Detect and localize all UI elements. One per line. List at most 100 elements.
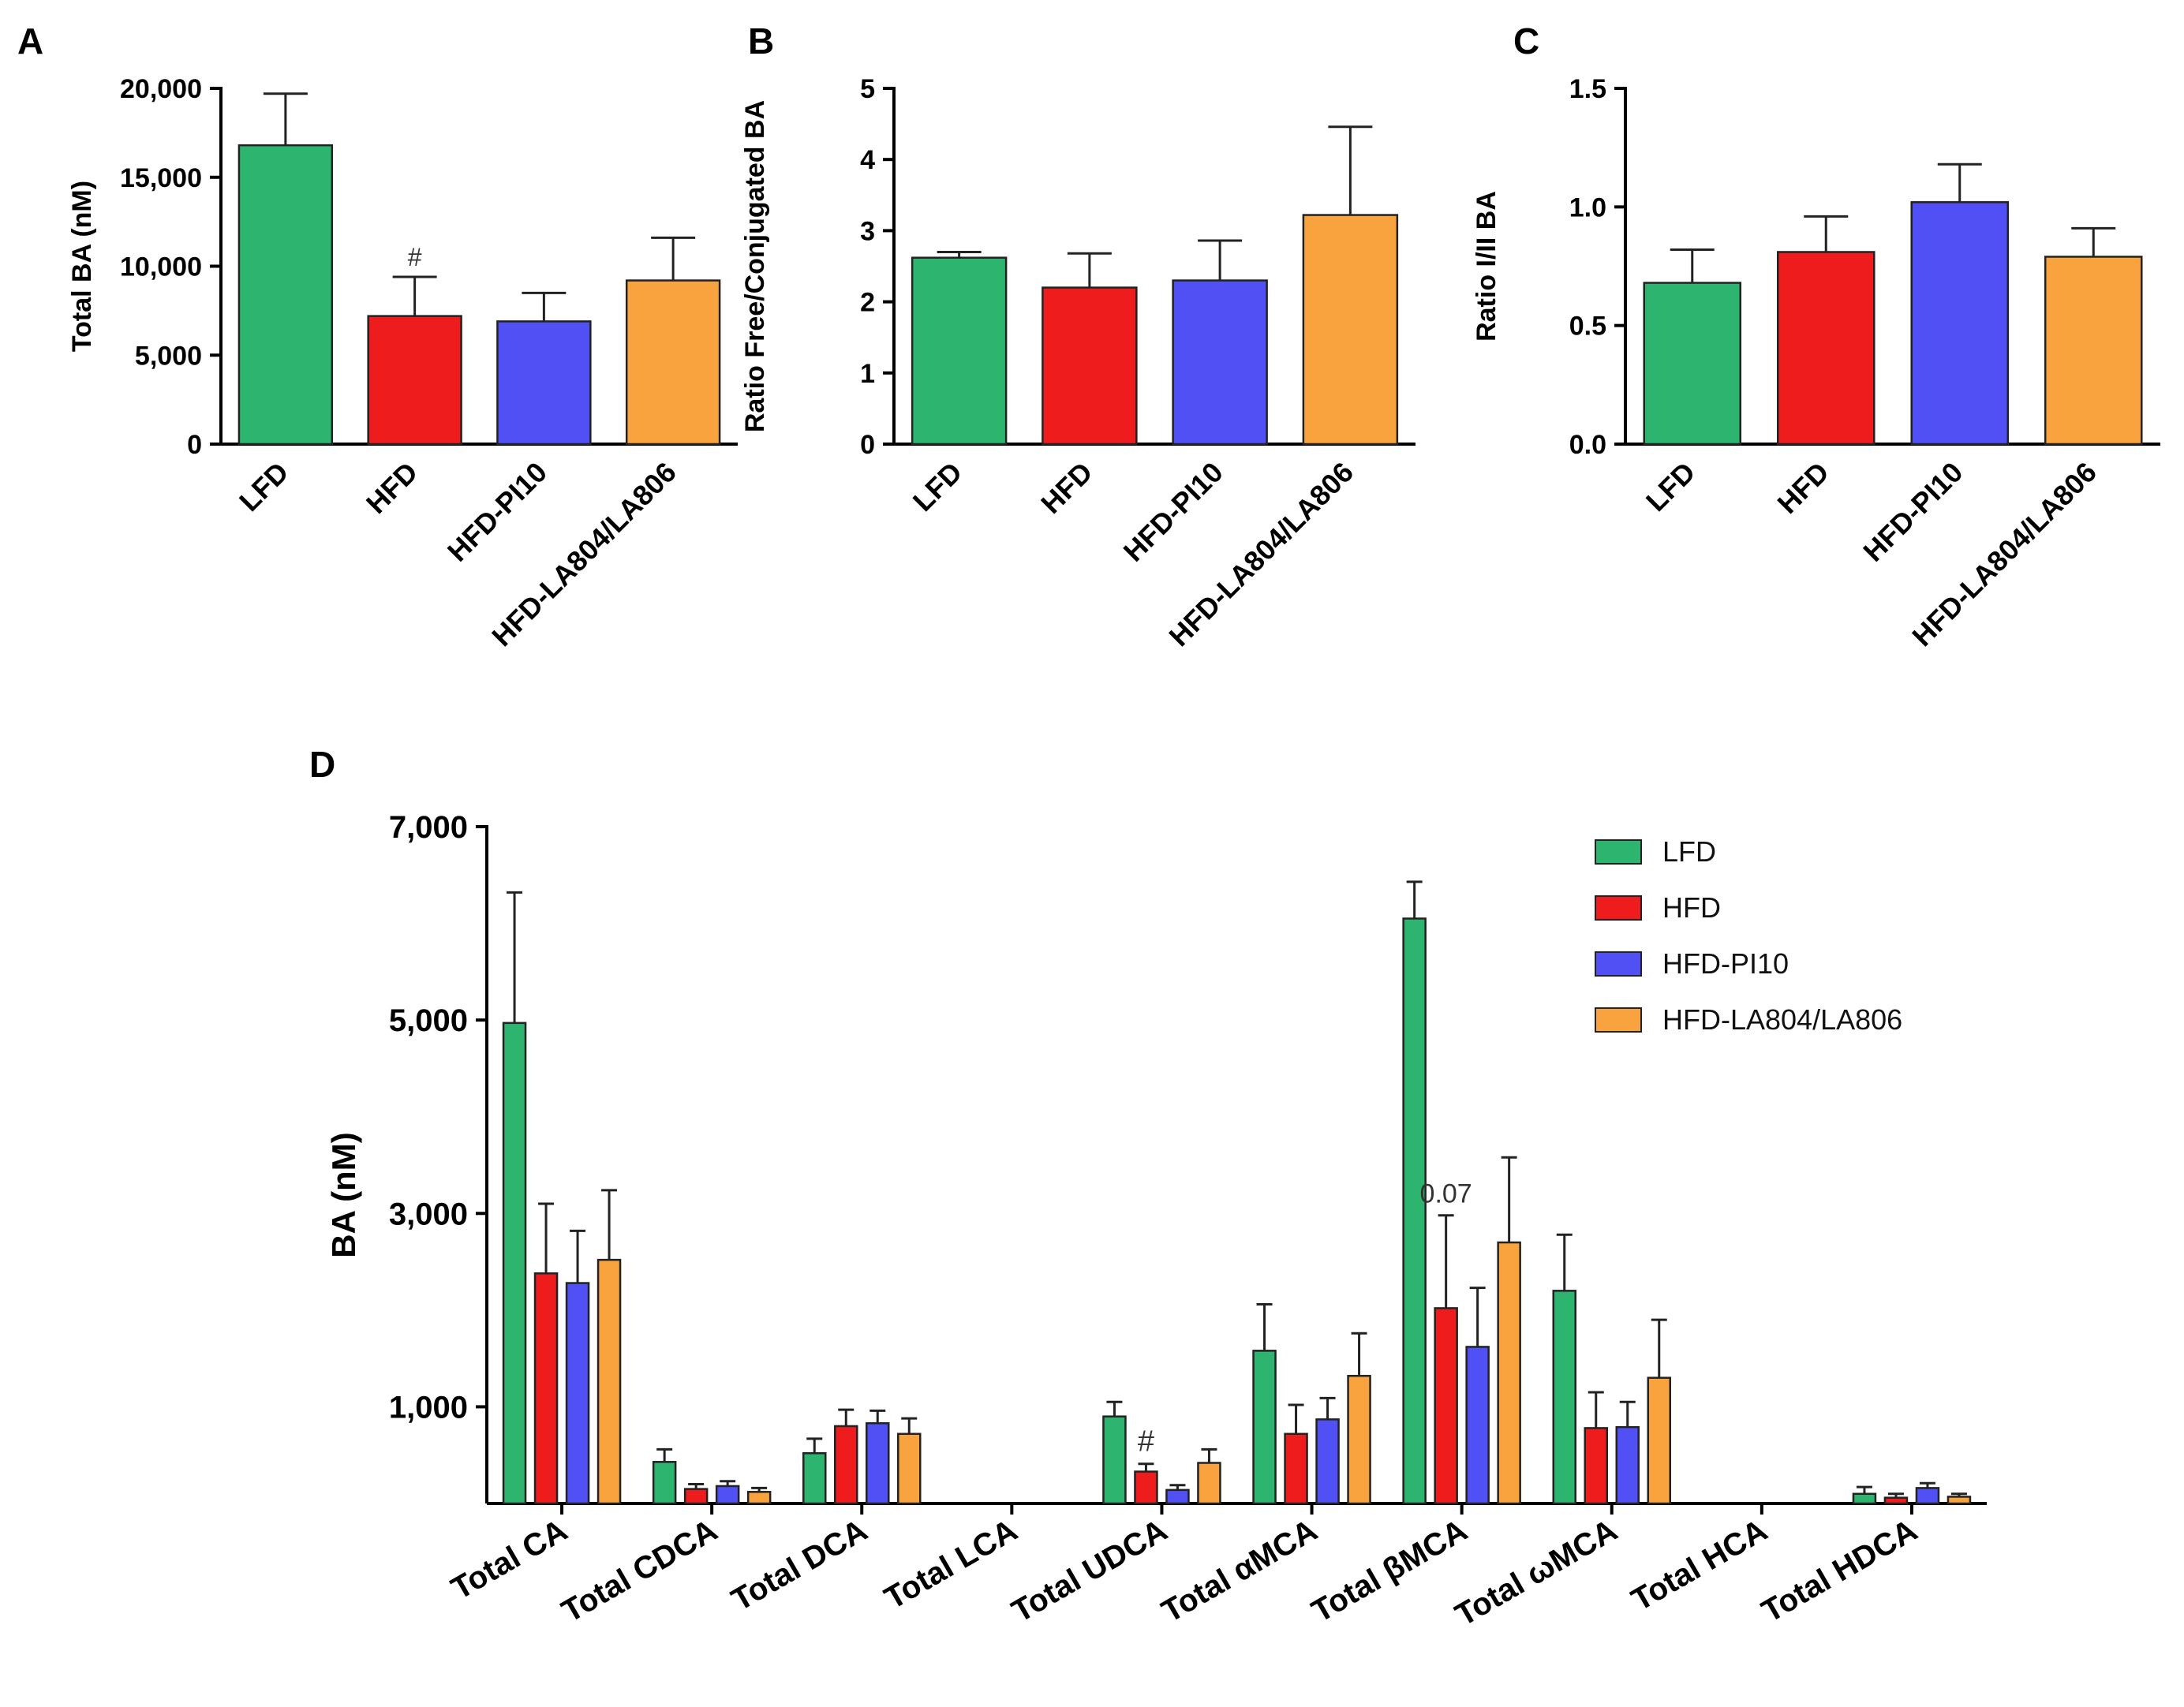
x-tick-label: Total DCA <box>726 1513 873 1618</box>
legend-swatch-hfd-la804-la806 <box>1595 1007 1642 1033</box>
legend: LFD HFD HFD-PI10 HFD-LA804/LA806 <box>1595 835 1902 1036</box>
y-tick-label: 15,000 <box>120 163 202 193</box>
legend-swatch-lfd <box>1595 839 1642 865</box>
bar-lfd <box>1643 282 1742 446</box>
y-axis-label: Ratio I/II BA <box>1472 191 1502 342</box>
bar-total-omegamca-lfd <box>1552 1290 1576 1505</box>
chart-panel-c: C Ratio I/II BA 0.0 0.5 1.0 1.5 LFD HFD HFD-PI10… <box>1472 21 2160 652</box>
panel-label: C <box>1513 21 1539 62</box>
bar-total-omegamca-hfd-pi10 <box>1615 1425 1640 1505</box>
bar-total-udca-lfd <box>1102 1415 1127 1505</box>
bar-total-hdca-hfd-la804-la806 <box>1947 1496 1972 1505</box>
bar-hfd-pi10 <box>496 320 592 446</box>
bar-total-cdca-hfd-la804-la806 <box>746 1491 772 1505</box>
x-tick-label: HFD-PI10 <box>441 456 553 568</box>
bar-total-hdca-hfd <box>1883 1496 1909 1505</box>
x-tick-label: Total HCA <box>1625 1513 1773 1618</box>
bar-total-udca-hfd-pi10 <box>1165 1488 1190 1505</box>
y-tick-label: 5,000 <box>389 1003 468 1038</box>
y-tick-label: 1 <box>860 359 875 389</box>
y-tick-label: 10,000 <box>120 252 202 282</box>
bar-total-dca-hfd-la804-la806 <box>897 1432 922 1505</box>
x-tick-label: Total ωMCA <box>1449 1513 1623 1633</box>
bar-total-cdca-lfd <box>652 1461 677 1505</box>
panel-label: A <box>17 21 43 62</box>
bar-lfd <box>237 144 334 446</box>
y-tick-label: 2 <box>860 288 875 318</box>
y-tick-label: 4 <box>860 145 875 175</box>
bar-total-ca-hfd-la804-la806 <box>596 1258 622 1505</box>
y-tick-label: 7,000 <box>389 810 468 845</box>
bar-total-udca-hfd-la804-la806 <box>1197 1462 1221 1505</box>
significance-annotation: # <box>408 243 422 271</box>
y-tick-label: 3 <box>860 216 875 246</box>
x-tick-label: Total UDCA <box>1006 1513 1173 1630</box>
bar-total-udca-hfd <box>1134 1470 1158 1505</box>
y-tick-label: 0.5 <box>1569 312 1606 342</box>
bar-total-ca-hfd-pi10 <box>565 1282 590 1505</box>
y-tick-label: 0.0 <box>1569 430 1606 460</box>
y-tick-label: 5,000 <box>135 341 202 371</box>
chart-panel-d: D BA (nM) 1,000 3,000 5,000 7,000 Total CA Tota… <box>309 744 1987 1633</box>
y-tick-label: 1.0 <box>1569 192 1606 222</box>
legend-label: HFD <box>1662 891 1721 924</box>
chart-panel-a: A Total BA (nM) 0 5,000 10,000 15,000 20,000 LF… <box>17 21 738 652</box>
bar-hfd <box>1042 286 1138 446</box>
legend-swatch-hfd <box>1595 895 1642 921</box>
bar-hfd-la804-la806 <box>1302 214 1399 446</box>
bar-total-alphamca-hfd-pi10 <box>1315 1418 1340 1505</box>
x-tick-label: LFD <box>1640 456 1701 517</box>
y-axis-label: Ratio Free/Conjugated BA <box>740 100 770 432</box>
x-tick-label: HFD <box>360 456 424 520</box>
significance-annotation: 0.07 <box>1420 1179 1472 1209</box>
bar-hfd <box>1776 251 1875 446</box>
bar-total-hdca-lfd <box>1852 1492 1877 1505</box>
x-tick-label: Total βMCA <box>1306 1513 1473 1630</box>
bar-total-betamca-hfd-pi10 <box>1465 1346 1490 1505</box>
legend-label: HFD-LA804/LA806 <box>1662 1003 1902 1036</box>
bar-hfd-la804-la806 <box>625 279 721 446</box>
bar-total-omegamca-hfd-la804-la806 <box>1647 1376 1671 1505</box>
x-tick-label: HFD <box>1771 456 1835 520</box>
x-tick-label: Total αMCA <box>1156 1513 1323 1630</box>
legend-swatch-hfd-pi10 <box>1595 951 1642 977</box>
bar-total-hdca-hfd-pi10 <box>1915 1487 1940 1505</box>
y-tick-label: 3,000 <box>389 1197 468 1231</box>
y-axis-label: Total BA (nM) <box>67 181 97 352</box>
bar-total-dca-hfd-pi10 <box>866 1422 890 1505</box>
x-tick-label: LFD <box>233 456 294 517</box>
x-tick-label: HFD <box>1034 456 1098 520</box>
y-tick-label: 20,000 <box>120 74 202 104</box>
x-tick-label: HFD-PI10 <box>1857 456 1969 568</box>
panel-label: B <box>748 21 774 62</box>
bar-hfd-pi10 <box>1910 201 2010 446</box>
x-tick-label: Total HDCA <box>1756 1513 1924 1630</box>
bar-total-ca-hfd <box>533 1272 559 1505</box>
bar-total-alphamca-hfd-la804-la806 <box>1347 1374 1371 1505</box>
y-tick-label: 0 <box>860 430 875 460</box>
legend-label: HFD-PI10 <box>1662 947 1789 980</box>
bar-total-betamca-hfd-la804-la806 <box>1497 1241 1521 1505</box>
bar-total-alphamca-lfd <box>1252 1350 1277 1505</box>
significance-annotation: # <box>1138 1425 1154 1459</box>
bar-total-cdca-hfd <box>683 1488 709 1505</box>
bar-total-ca-lfd <box>502 1022 527 1505</box>
bar-lfd <box>911 256 1008 446</box>
bar-total-betamca-lfd <box>1402 917 1427 1505</box>
x-tick-label: HFD-PI10 <box>1117 456 1229 568</box>
bar-hfd <box>367 315 462 446</box>
panel-label: D <box>309 744 335 785</box>
bar-hfd-pi10 <box>1172 279 1268 446</box>
x-tick-label: LFD <box>907 456 968 517</box>
x-tick-label: Total CA <box>446 1513 574 1607</box>
bar-total-cdca-hfd-pi10 <box>715 1485 740 1505</box>
y-axis-label: BA (nM) <box>325 1132 362 1257</box>
bar-total-alphamca-hfd <box>1284 1432 1308 1505</box>
y-tick-label: 0 <box>187 430 202 460</box>
bar-total-omegamca-hfd <box>1584 1427 1608 1505</box>
bar-total-dca-lfd <box>802 1452 827 1505</box>
y-tick-label: 1,000 <box>389 1390 468 1425</box>
bar-total-betamca-hfd <box>1434 1307 1458 1505</box>
y-tick-label: 5 <box>860 74 875 104</box>
